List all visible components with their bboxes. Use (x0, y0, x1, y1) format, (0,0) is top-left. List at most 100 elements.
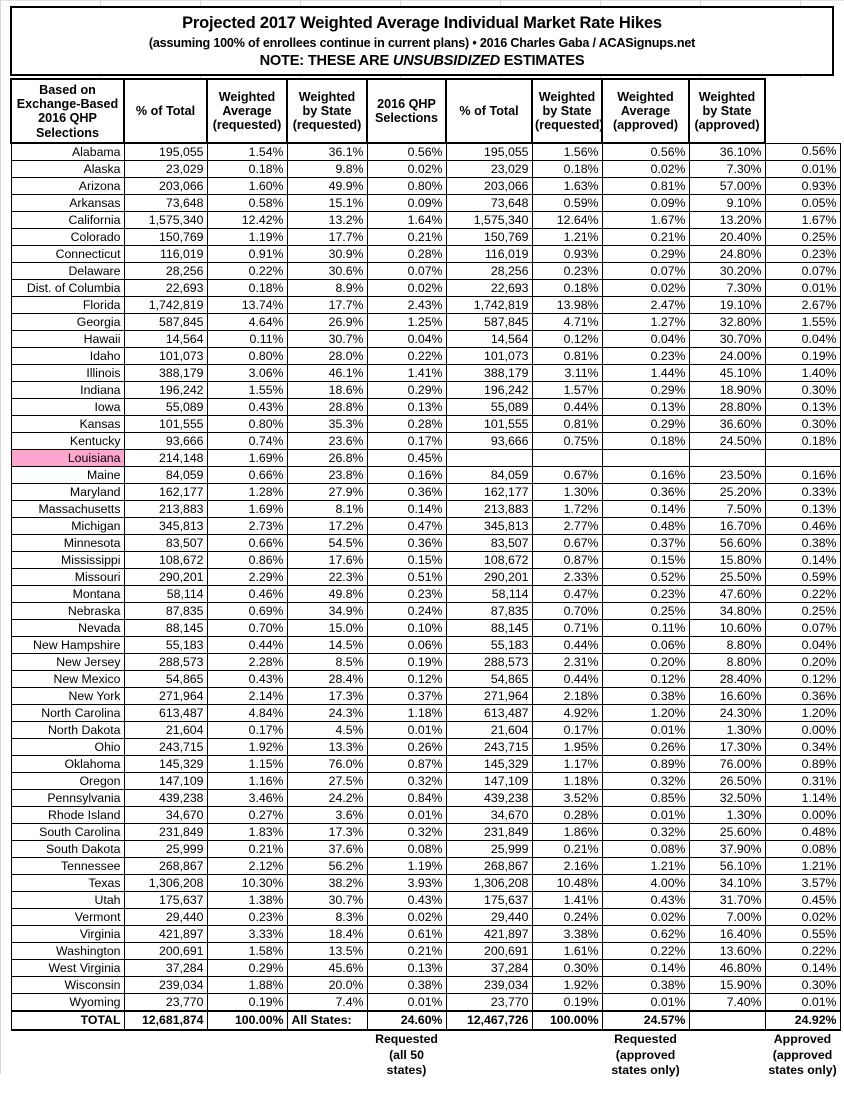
cell-state-name: Mississippi (10, 551, 125, 570)
cell-weighted-by-state-approved: 1.21% (764, 857, 841, 876)
cell-weighted-average-requested: 28.4% (286, 670, 368, 689)
table-row: Georgia 587,845 4.64% 26.9% 1.25% 587,845 4.71… (10, 313, 841, 332)
cell-pct-total-1: 0.46% (206, 585, 288, 604)
cell-pct-total-2: 0.24% (531, 908, 603, 927)
cell-qhp-selections-2: 271,964 (445, 687, 533, 706)
cell-state-name: New Mexico (10, 670, 125, 689)
cell-state-name: Vermont (10, 908, 125, 927)
cell-state-name: Texas (10, 874, 125, 893)
cell-weighted-average-approved: 7.50% (688, 500, 766, 519)
cell-weighted-average-approved: 1.30% (688, 806, 766, 825)
cell-weighted-average-requested: 30.9% (286, 245, 368, 264)
cell-qhp-selections-2: 87,835 (445, 602, 533, 621)
table-row: Ohio 243,715 1.92% 13.3% 0.26% 243,715 1.95% 0.… (10, 738, 841, 757)
cell-state-name: West Virginia (10, 959, 125, 978)
cell-state-name: Iowa (10, 398, 125, 417)
cell-qhp-selections-1: 23,770 (123, 993, 208, 1012)
cell-pct-total-2 (531, 449, 603, 468)
cell-weighted-by-state-requested: 0.02% (366, 160, 447, 179)
cell-qhp-selections-1: 34,670 (123, 806, 208, 825)
cell-weighted-average-requested: 17.3% (286, 823, 368, 842)
cell-qhp-selections-2: 239,034 (445, 976, 533, 995)
cell-state-name: Hawaii (10, 330, 125, 349)
cell-weighted-average-approved: 76.00% (688, 755, 766, 774)
footnote-blank-3 (207, 1030, 287, 1094)
cell-state-name: Nebraska (10, 602, 125, 621)
cell-weighted-by-state-approved: 0.33% (764, 483, 841, 502)
cell-qhp-selections-1: 203,066 (123, 177, 208, 196)
cell-weighted-by-state-approved: 1.20% (764, 704, 841, 723)
cell-weighted-by-state-requested-2: 0.38% (601, 976, 690, 995)
cell-weighted-by-state-approved: 0.12% (764, 670, 841, 689)
cell-weighted-average-requested: 28.8% (286, 398, 368, 417)
cell-weighted-by-state-approved: 0.04% (764, 636, 841, 655)
cell-qhp-selections-1: 439,238 (123, 789, 208, 808)
table-row: Delaware 28,256 0.22% 30.6% 0.07% 28,256 0.23%… (10, 262, 841, 281)
table-row: Texas 1,306,208 10.30% 38.2% 3.93% 1,306,208 1… (10, 874, 841, 893)
total-weighted-by-state-approved: 24.92% (764, 1010, 841, 1032)
cell-weighted-by-state-approved: 2.67% (764, 296, 841, 315)
cell-pct-total-1: 1.55% (206, 381, 288, 400)
cell-weighted-average-requested: 17.2% (286, 517, 368, 536)
cell-weighted-average-approved: 8.80% (688, 653, 766, 672)
cell-weighted-by-state-approved: 0.02% (764, 908, 841, 927)
cell-pct-total-2: 1.61% (531, 942, 603, 961)
cell-weighted-by-state-requested: 0.84% (366, 789, 447, 808)
cell-state-name: Massachusetts (10, 500, 125, 519)
cell-qhp-selections-2: 145,329 (445, 755, 533, 774)
cell-qhp-selections-2: 175,637 (445, 891, 533, 910)
cell-qhp-selections-1: 25,999 (123, 840, 208, 859)
cell-weighted-by-state-requested: 0.17% (366, 432, 447, 451)
cell-pct-total-1: 1.58% (206, 942, 288, 961)
cell-weighted-average-requested: 8.5% (286, 653, 368, 672)
cell-pct-total-2: 0.23% (531, 262, 603, 281)
cell-weighted-average-approved: 13.20% (688, 211, 766, 230)
cell-pct-total-2: 1.56% (531, 142, 603, 162)
cell-state-name: Connecticut (10, 245, 125, 264)
cell-pct-total-1: 0.80% (206, 347, 288, 366)
cell-qhp-selections-1: 58,114 (123, 585, 208, 604)
table-row: Illinois 388,179 3.06% 46.1% 1.41% 388,179 3.1… (10, 364, 841, 383)
cell-weighted-average-requested: 4.5% (286, 721, 368, 740)
cell-pct-total-2: 12.64% (531, 211, 603, 230)
table-row: Oregon 147,109 1.16% 27.5% 0.32% 147,109 1.18%… (10, 772, 841, 791)
cell-qhp-selections-1: 1,575,340 (123, 211, 208, 230)
cell-weighted-by-state-requested-2: 0.89% (601, 755, 690, 774)
cell-pct-total-1: 0.74% (206, 432, 288, 451)
cell-weighted-by-state-requested: 0.06% (366, 636, 447, 655)
cell-weighted-average-requested: 36.1% (286, 142, 368, 162)
cell-qhp-selections-2: 84,059 (445, 466, 533, 485)
cell-qhp-selections-1: 421,897 (123, 925, 208, 944)
cell-weighted-average-requested: 13.3% (286, 738, 368, 757)
cell-pct-total-2: 3.11% (531, 364, 603, 383)
cell-qhp-selections-1: 243,715 (123, 738, 208, 757)
cell-state-name: Delaware (10, 262, 125, 281)
total-row: TOTAL 12,681,874 100.00% All States: 24.… (10, 1010, 841, 1032)
cell-state-name: Rhode Island (10, 806, 125, 825)
table-row: Wisconsin 239,034 1.88% 20.0% 0.38% 239,034 1.… (10, 976, 841, 995)
cell-qhp-selections-2: 203,066 (445, 177, 533, 196)
title-note: NOTE: THESE ARE UNSUBSIDIZED ESTIMATES (16, 52, 828, 70)
cell-weighted-average-requested: 13.5% (286, 942, 368, 961)
total-weighted-by-state-requested-2: 24.57% (601, 1010, 690, 1032)
cell-pct-total-1: 0.86% (206, 551, 288, 570)
cell-pct-total-2: 3.38% (531, 925, 603, 944)
cell-weighted-by-state-approved: 0.16% (764, 466, 841, 485)
cell-pct-total-1: 1.38% (206, 891, 288, 910)
cell-pct-total-2: 2.33% (531, 568, 603, 587)
cell-weighted-by-state-requested-2: 0.02% (601, 279, 690, 298)
cell-weighted-average-approved: 10.60% (688, 619, 766, 638)
cell-weighted-by-state-requested: 0.87% (366, 755, 447, 774)
cell-weighted-average-requested: 34.9% (286, 602, 368, 621)
cell-qhp-selections-1: 108,672 (123, 551, 208, 570)
cell-weighted-by-state-requested: 0.14% (366, 500, 447, 519)
cell-weighted-by-state-requested: 1.41% (366, 364, 447, 383)
cell-pct-total-1: 0.17% (206, 721, 288, 740)
table-row: Maine 84,059 0.66% 23.8% 0.16% 84,059 0.67% 0.1… (10, 466, 841, 485)
table-row: Oklahoma 145,329 1.15% 76.0% 0.87% 145,329 1.1… (10, 755, 841, 774)
footnote-requested-approved-only: Requested (approved states only) (602, 1030, 689, 1094)
cell-qhp-selections-2: 116,019 (445, 245, 533, 264)
cell-qhp-selections-2: 37,284 (445, 959, 533, 978)
cell-pct-total-1: 2.29% (206, 568, 288, 587)
cell-pct-total-1: 2.14% (206, 687, 288, 706)
